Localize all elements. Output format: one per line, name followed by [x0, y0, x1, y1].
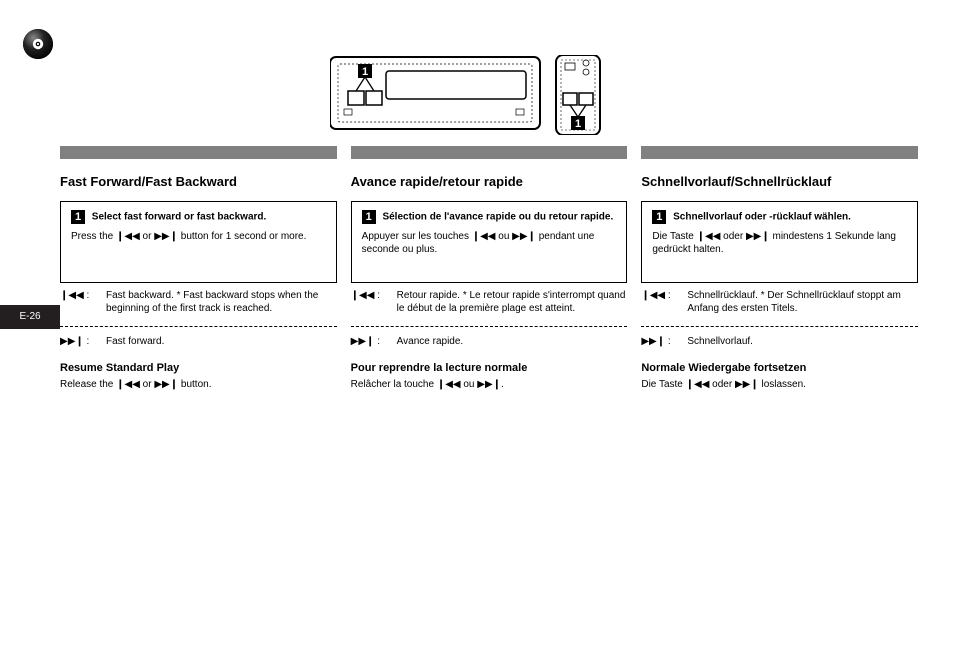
back-text: Retour rapide. * Le retour rapide s'inte…	[397, 289, 628, 316]
resume-title: Resume Standard Play	[60, 362, 337, 374]
device-diagram: 1 1	[330, 55, 630, 135]
back-label: ❙◀◀ :	[351, 289, 397, 316]
step-box: 1 Schnellvorlauf oder -rücklauf wählen. …	[641, 201, 918, 283]
step-label: Sélection de l'avance rapide ou du retou…	[382, 211, 613, 222]
direction-list: ❙◀◀ : Schnellrücklauf. * Der Schnellrück…	[641, 289, 918, 349]
cd-icon	[22, 28, 54, 60]
step-label: Select fast forward or fast backward.	[92, 211, 267, 222]
section-heading: Avance rapide/retour rapide	[351, 173, 628, 191]
direction-list: ❙◀◀ : Retour rapide. * Le retour rapide …	[351, 289, 628, 349]
diagram-marker-2: 1	[575, 118, 581, 130]
resume-title: Normale Wiedergabe fortsetzen	[641, 362, 918, 374]
lang-bar	[641, 146, 918, 159]
content-columns: Fast Forward/Fast Backward 1 Select fast…	[60, 146, 918, 392]
step-box: 1 Select fast forward or fast backward. …	[60, 201, 337, 283]
step-label: Schnellvorlauf oder -rücklauf wählen.	[673, 211, 851, 222]
fwd-label: ▶▶❙ :	[351, 335, 397, 349]
dashed-separator	[641, 326, 918, 327]
step-body: Die Taste ❙◀◀ oder ▶▶❙ mindestens 1 Seku…	[652, 230, 907, 257]
section-heading: Schnellvorlauf/Schnellrücklauf	[641, 173, 918, 191]
direction-list: ❙◀◀ : Fast backward. * Fast backward sto…	[60, 289, 337, 349]
fwd-text: Fast forward.	[106, 335, 337, 349]
resume-body: Relâcher la touche ❙◀◀ ou ▶▶❙.	[351, 378, 628, 392]
back-label: ❙◀◀ :	[60, 289, 106, 316]
back-text: Fast backward. * Fast backward stops whe…	[106, 289, 337, 316]
dashed-separator	[60, 326, 337, 327]
step-body: Appuyer sur les touches ❙◀◀ ou ▶▶❙ penda…	[362, 230, 617, 257]
section-heading: Fast Forward/Fast Backward	[60, 173, 337, 191]
fwd-text: Schnellvorlauf.	[687, 335, 918, 349]
column-english: Fast Forward/Fast Backward 1 Select fast…	[60, 146, 337, 392]
lang-bar	[351, 146, 628, 159]
resume-body: Release the ❙◀◀ or ▶▶❙ button.	[60, 378, 337, 392]
dashed-separator	[351, 326, 628, 327]
column-german: Schnellvorlauf/Schnellrücklauf 1 Schnell…	[641, 146, 918, 392]
step-number: 1	[652, 210, 666, 224]
back-text: Schnellrücklauf. * Der Schnellrücklauf s…	[687, 289, 918, 316]
step-box: 1 Sélection de l'avance rapide ou du ret…	[351, 201, 628, 283]
page-number-tab: E-26	[0, 305, 60, 329]
step-number: 1	[71, 210, 85, 224]
back-label: ❙◀◀ :	[641, 289, 687, 316]
resume-title: Pour reprendre la lecture normale	[351, 362, 628, 374]
fwd-label: ▶▶❙ :	[641, 335, 687, 349]
column-french: Avance rapide/retour rapide 1 Sélection …	[351, 146, 628, 392]
step-number: 1	[362, 210, 376, 224]
fwd-text: Avance rapide.	[397, 335, 628, 349]
page-number: E-26	[19, 311, 40, 322]
fwd-label: ▶▶❙ :	[60, 335, 106, 349]
manual-page: E-26 1	[0, 0, 954, 672]
step-body: Press the ❙◀◀ or ▶▶❙ button for 1 second…	[71, 230, 326, 244]
lang-bar	[60, 146, 337, 159]
resume-body: Die Taste ❙◀◀ oder ▶▶❙ loslassen.	[641, 378, 918, 392]
diagram-marker-1: 1	[362, 66, 368, 78]
